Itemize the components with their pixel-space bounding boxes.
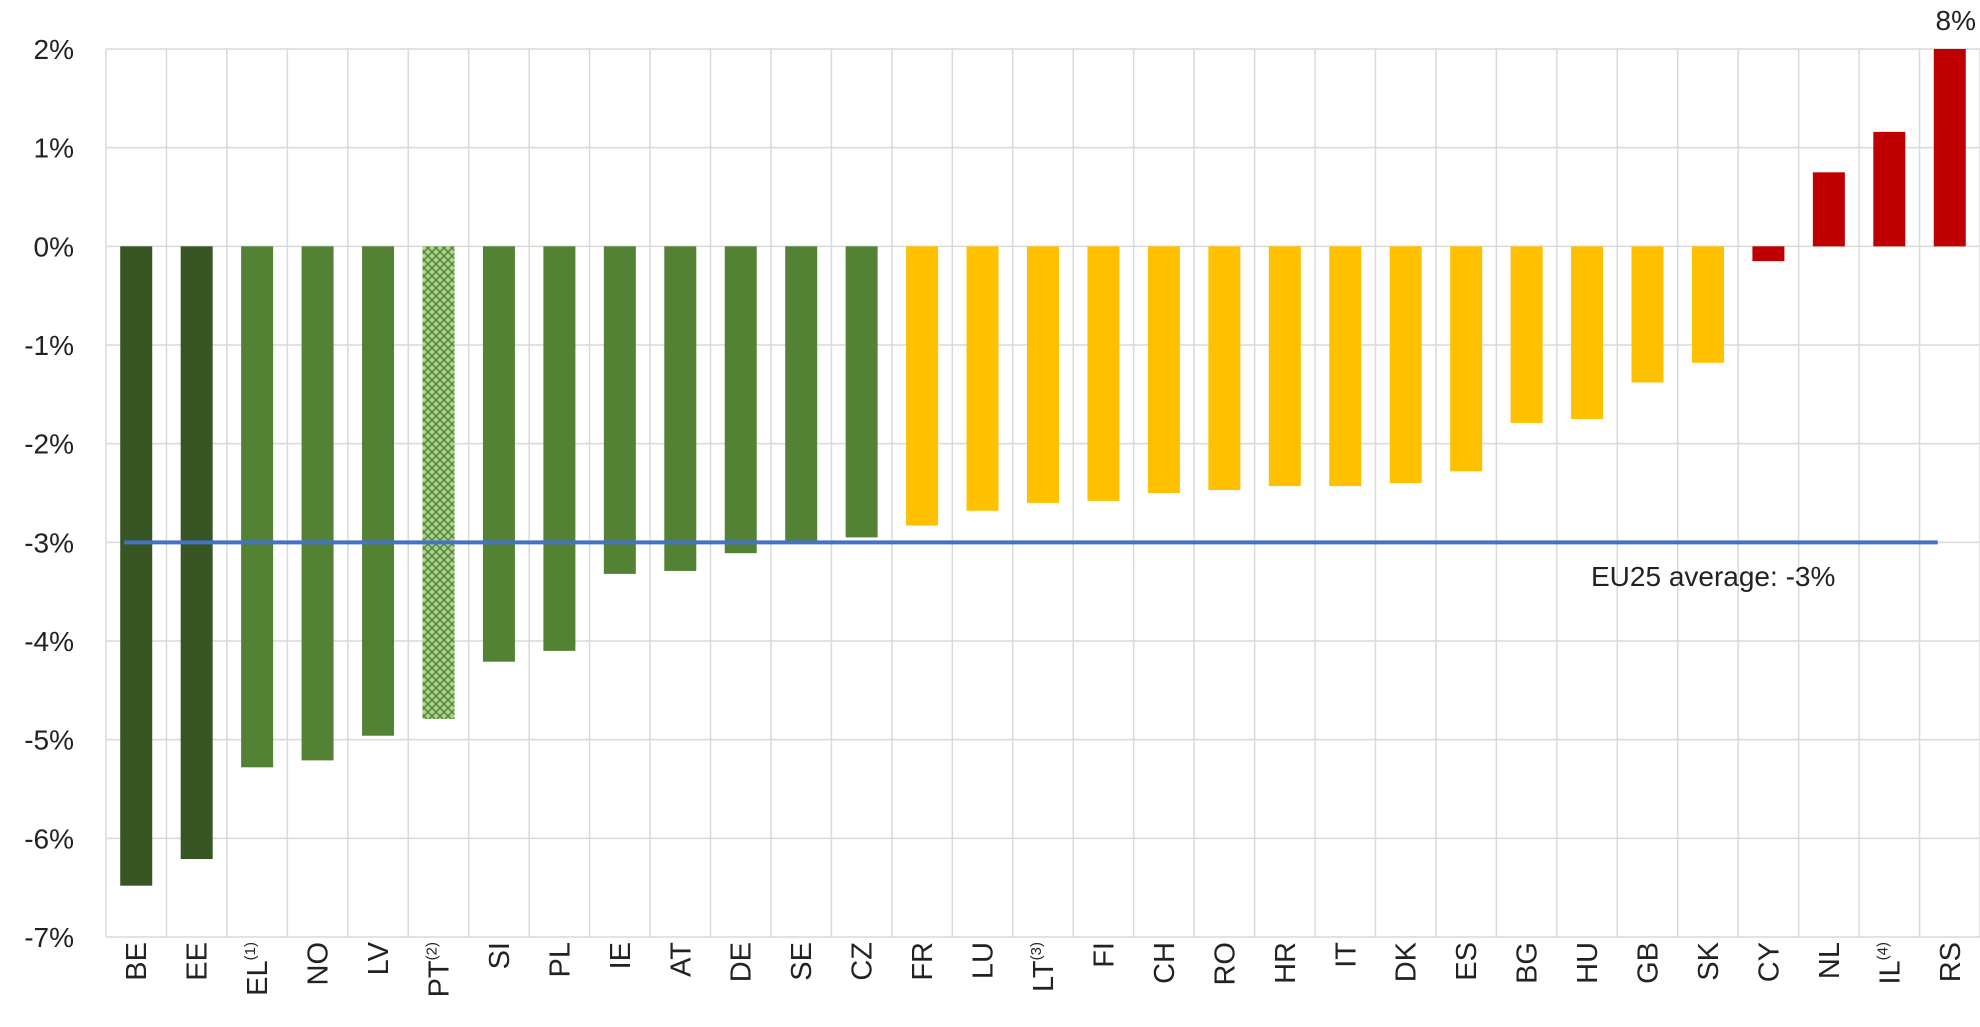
bar-pt: [422, 246, 455, 719]
bar-lv: [362, 246, 395, 736]
bar-il: [1873, 131, 1906, 247]
x-tick-label: LU: [968, 942, 1000, 979]
y-tick-label: 0%: [34, 231, 74, 262]
x-tick-label: CZ: [847, 942, 879, 981]
y-tick-label: -6%: [24, 823, 74, 854]
x-tick-label: IL(4): [1874, 942, 1906, 985]
bar-pl: [543, 246, 576, 651]
x-tick-label: LV: [363, 941, 395, 975]
y-axis: 2% 1% 0% -1% -2% -3% -4% -5% -6% -7%: [24, 34, 74, 953]
y-tick-label: 1%: [34, 133, 74, 164]
y-tick-label: -3%: [24, 527, 74, 558]
reference-line-group: EU25 average: -3%: [124, 540, 1938, 592]
bar-dk: [1389, 246, 1422, 484]
bar-at: [664, 246, 697, 571]
x-tick-label: PT(2): [423, 942, 455, 997]
bar-cz: [845, 246, 878, 538]
bar-lt: [1027, 246, 1059, 503]
bar-fi: [1087, 246, 1120, 501]
x-tick-label: DK: [1391, 941, 1423, 982]
x-tick-label: ES: [1451, 942, 1483, 981]
x-tick-label: PL: [544, 942, 576, 977]
x-tick-label: BG: [1512, 942, 1544, 984]
bar-es: [1450, 246, 1483, 472]
x-tick-label: RS: [1935, 942, 1967, 982]
bar-de: [724, 246, 757, 554]
x-tick-label: EL(1): [242, 942, 274, 996]
bar-ee: [180, 246, 213, 860]
bar-gb: [1631, 246, 1664, 383]
x-tick-label: EE: [182, 942, 214, 981]
bar-lu: [966, 246, 999, 511]
x-tick-label: IE: [605, 942, 637, 969]
truncated-value-label: 8%: [1936, 5, 1976, 36]
y-tick-label: -1%: [24, 330, 74, 361]
bar-be: [120, 246, 153, 886]
y-tick-label: -4%: [24, 626, 74, 657]
x-tick-label: CH: [1149, 942, 1181, 984]
x-tick-label: IT: [1330, 942, 1362, 968]
x-tick-label: NL: [1814, 942, 1846, 979]
annotations: 8%: [1936, 5, 1976, 36]
x-tick-label: SE: [786, 942, 818, 981]
bar-ie: [603, 246, 636, 574]
bar-rs: [1933, 49, 1966, 247]
x-tick-label: BE: [121, 942, 153, 981]
x-tick-label: CY: [1753, 942, 1785, 982]
y-tick-label: 2%: [34, 34, 74, 65]
bar-ch: [1147, 246, 1180, 493]
x-tick-label: NO: [303, 942, 335, 986]
bar-ro: [1208, 246, 1241, 491]
bar-fr: [906, 246, 939, 526]
bar-no: [301, 246, 334, 761]
x-tick-label: RO: [1209, 942, 1241, 986]
x-tick-label: FR: [907, 942, 939, 981]
y-tick-label: -7%: [24, 922, 74, 953]
bars: [120, 49, 1966, 886]
bar-nl: [1812, 172, 1845, 247]
bar-hr: [1268, 246, 1301, 487]
bar-bg: [1510, 246, 1543, 423]
x-axis: BE EE EL(1) NO LV PT(2) SI PL IE AT DE SE CZ FR LU LT(3…: [121, 941, 1967, 997]
x-tick-label: SK: [1693, 941, 1725, 980]
bar-se: [785, 246, 818, 543]
x-tick-label: HU: [1572, 942, 1604, 984]
y-tick-label: -2%: [24, 429, 74, 460]
y-tick-label: -5%: [24, 725, 74, 756]
x-tick-label: GB: [1633, 942, 1665, 984]
bar-si: [482, 246, 515, 662]
bar-hu: [1571, 246, 1604, 419]
x-tick-label: LT(3): [1028, 942, 1060, 992]
bar-cy: [1752, 246, 1785, 262]
x-tick-label: AT: [665, 942, 697, 977]
bar-it: [1329, 246, 1362, 487]
x-tick-label: DE: [726, 942, 758, 982]
bar-el: [241, 246, 274, 768]
reference-line-label: EU25 average: -3%: [1591, 561, 1835, 592]
x-tick-label: FI: [1088, 942, 1120, 968]
bar-sk: [1691, 246, 1724, 363]
x-tick-label: SI: [484, 942, 516, 969]
x-tick-label: HR: [1270, 942, 1302, 984]
